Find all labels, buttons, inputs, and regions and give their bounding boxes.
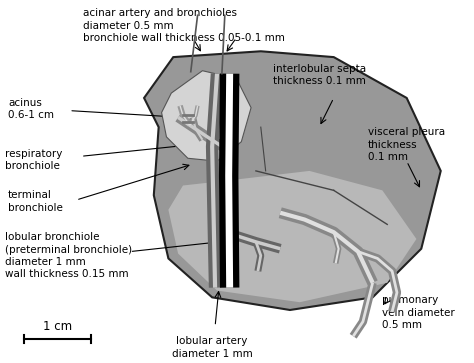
Text: interlobular septa
thickness 0.1 mm: interlobular septa thickness 0.1 mm [273, 64, 366, 86]
Text: acinar artery and bronchioles
diameter 0.5 mm
bronchiole wall thickness 0.05-0.1: acinar artery and bronchioles diameter 0… [83, 8, 285, 43]
Polygon shape [144, 51, 441, 310]
Text: respiratory
bronchiole: respiratory bronchiole [5, 148, 63, 171]
Text: pulmonary
vein diameter
0.5 mm: pulmonary vein diameter 0.5 mm [383, 295, 455, 330]
Polygon shape [162, 71, 251, 161]
Text: 1 cm: 1 cm [43, 320, 72, 333]
Text: acinus
0.6-1 cm: acinus 0.6-1 cm [8, 98, 54, 121]
Text: visceral pleura
thickness
0.1 mm: visceral pleura thickness 0.1 mm [368, 127, 445, 162]
Text: lobular artery
diameter 1 mm: lobular artery diameter 1 mm [172, 336, 253, 359]
Text: lobular bronchiole
(preterminal bronchiole)
diameter 1 mm
wall thickness 0.15 mm: lobular bronchiole (preterminal bronchio… [5, 232, 132, 280]
Polygon shape [168, 171, 417, 302]
Text: terminal
bronchiole: terminal bronchiole [8, 190, 63, 213]
